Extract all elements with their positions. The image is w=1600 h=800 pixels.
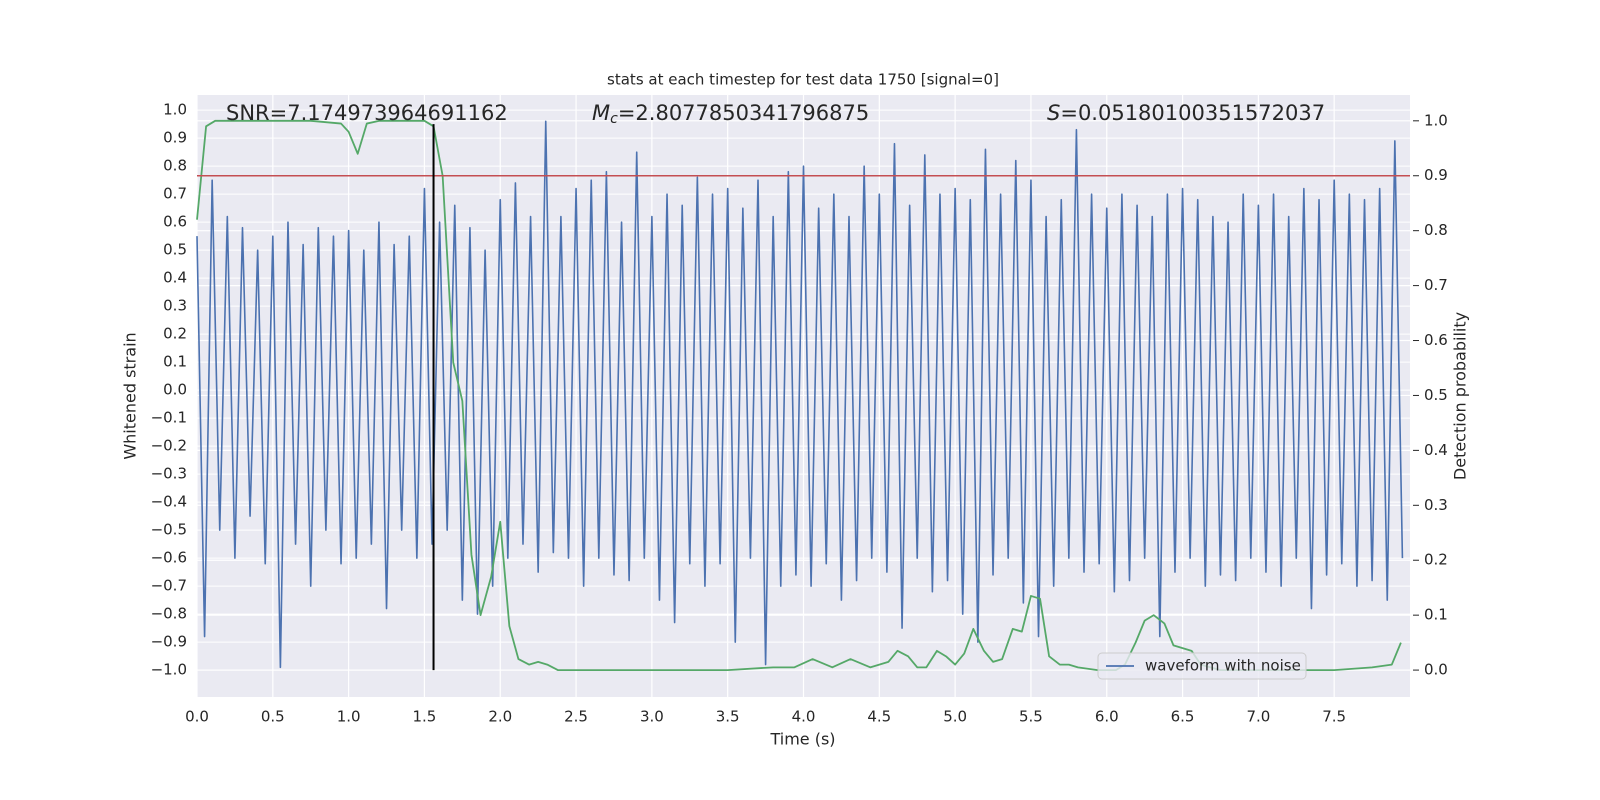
y-tick-label: −0.7 bbox=[151, 577, 187, 595]
y-tick-label: 0.9 bbox=[163, 129, 187, 147]
x-tick-label: 1.0 bbox=[337, 708, 361, 726]
x-tick-label: 4.5 bbox=[867, 708, 891, 726]
y-tick-label: −0.4 bbox=[151, 493, 187, 511]
annotation-snr: SNR=7.174973964691162 bbox=[226, 101, 508, 125]
y-tick-label: −0.3 bbox=[151, 465, 187, 483]
legend-box bbox=[1097, 652, 1307, 680]
y-tick-label: −0.6 bbox=[151, 549, 187, 567]
x-tick-label: 5.5 bbox=[1019, 708, 1043, 726]
annotation-symbol: S bbox=[1047, 101, 1060, 125]
annotation-mc: Mc=2.8077850341796875 bbox=[592, 101, 869, 127]
y-tick-label: −0.1 bbox=[151, 409, 187, 427]
y-tick-label: 1.0 bbox=[163, 101, 187, 119]
y-tick-label: 0.4 bbox=[163, 269, 187, 287]
y-tick-label: 0.7 bbox=[163, 185, 187, 203]
y-tick-label: 0.5 bbox=[163, 241, 187, 259]
annotation-symbol: M bbox=[592, 101, 610, 125]
y-tick-label: −0.2 bbox=[151, 437, 187, 455]
y2-tick-label: 0.8 bbox=[1424, 221, 1448, 239]
x-tick-label: 5.0 bbox=[943, 708, 967, 726]
y-tick-label: −0.8 bbox=[151, 605, 187, 623]
x-tick-label: 0.5 bbox=[261, 708, 285, 726]
legend-label: waveform with noise bbox=[1145, 657, 1301, 675]
y-tick-label: 0.0 bbox=[163, 381, 187, 399]
y2-tick-label: 0.7 bbox=[1424, 276, 1448, 294]
y2-tick-label: 0.5 bbox=[1424, 386, 1448, 404]
y2-tick-label: 0.1 bbox=[1424, 606, 1448, 624]
y-axis-label: Whitened strain bbox=[121, 332, 140, 459]
x-tick-label: 4.0 bbox=[792, 708, 816, 726]
x-tick-label: 2.0 bbox=[488, 708, 512, 726]
y-tick-label: 0.3 bbox=[163, 297, 187, 315]
y-tick-label: 0.1 bbox=[163, 353, 187, 371]
annotation-subscript: c bbox=[610, 111, 618, 127]
y2-tick-label: 0.4 bbox=[1424, 441, 1448, 459]
annotation-value: =2.8077850341796875 bbox=[618, 101, 869, 125]
y-tick-label: 0.6 bbox=[163, 213, 187, 231]
x-tick-label: 7.0 bbox=[1246, 708, 1270, 726]
x-axis-label: Time (s) bbox=[769, 730, 835, 749]
y2-tick-label: 0.3 bbox=[1424, 496, 1448, 514]
annotation-s: S=0.05180100351572037 bbox=[1047, 101, 1325, 125]
x-tick-label: 7.5 bbox=[1322, 708, 1346, 726]
y-tick-label: −0.5 bbox=[151, 521, 187, 539]
y2-tick-label: 0.0 bbox=[1424, 661, 1448, 679]
x-tick-label: 6.5 bbox=[1171, 708, 1195, 726]
x-tick-label: 3.5 bbox=[716, 708, 740, 726]
waveform-line bbox=[196, 120, 1404, 669]
legend: waveform with noise bbox=[1097, 652, 1307, 680]
x-tick-label: 0.0 bbox=[185, 708, 209, 726]
y-tick-label: 0.2 bbox=[163, 325, 187, 343]
y-tick-label: 0.8 bbox=[163, 157, 187, 175]
y2-tick-label: 0.6 bbox=[1424, 331, 1448, 349]
annotation-value: =0.05180100351572037 bbox=[1060, 101, 1325, 125]
x-tick-label: 1.5 bbox=[413, 708, 437, 726]
y2-axis-label: Detection probability bbox=[1451, 312, 1470, 480]
y2-tick-label: 0.9 bbox=[1424, 166, 1448, 184]
y2-tick-label: 0.2 bbox=[1424, 551, 1448, 569]
x-tick-label: 3.0 bbox=[640, 708, 664, 726]
x-tick-label: 2.5 bbox=[564, 708, 588, 726]
x-tick-label: 6.0 bbox=[1095, 708, 1119, 726]
y-tick-label: −0.9 bbox=[151, 633, 187, 651]
y2-tick-label: 1.0 bbox=[1424, 111, 1448, 129]
y-tick-label: −1.0 bbox=[151, 661, 187, 679]
chart-title: stats at each timestep for test data 175… bbox=[607, 71, 999, 89]
